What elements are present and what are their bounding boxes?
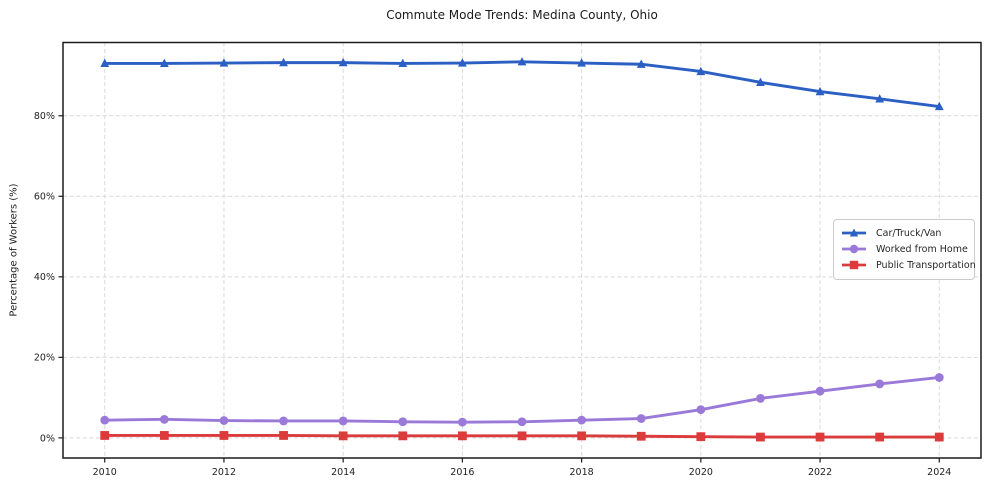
legend-label: Public Transportation (876, 259, 976, 271)
chart-title: Commute Mode Trends: Medina County, Ohio (386, 8, 658, 22)
circle-marker-icon (636, 414, 646, 423)
triangle-marker-icon (517, 57, 527, 66)
circle-marker-icon (338, 416, 348, 426)
circle-marker-icon (815, 386, 825, 396)
line-circle-marker-icon (842, 244, 866, 254)
y-tick-label: 0% (40, 433, 55, 444)
y-tick-label: 40% (34, 272, 55, 283)
square-marker-icon (159, 431, 169, 440)
triangle-marker-icon (756, 77, 765, 86)
triangle-marker-icon (398, 58, 408, 68)
x-tick-label: 2022 (808, 467, 832, 478)
triangle-marker-icon (457, 58, 467, 67)
x-tick-label: 2014 (331, 467, 355, 478)
series-line-circle (103, 376, 941, 424)
circle-marker-icon (457, 417, 467, 427)
axes-spines (62, 41, 982, 459)
circle-marker-icon (934, 373, 944, 382)
square-marker-icon (398, 431, 408, 441)
circle-marker-icon (517, 417, 527, 427)
square-marker-icon (279, 431, 288, 440)
square-marker-icon (517, 431, 527, 441)
triangle-marker-icon (159, 58, 169, 68)
square-marker-icon (875, 432, 885, 442)
x-tick-label: 2020 (689, 467, 713, 478)
circle-marker-icon (875, 379, 885, 389)
circle-marker-icon (696, 405, 706, 415)
square-marker-icon (577, 431, 587, 441)
line-square-marker-icon (842, 260, 866, 270)
triangle-marker-icon (636, 59, 646, 68)
x-tick-label: 2016 (450, 467, 474, 478)
series-line-triangle (103, 60, 941, 108)
square-marker-icon (756, 432, 765, 442)
square-marker-icon (934, 432, 944, 442)
triangle-marker-icon (815, 86, 825, 96)
square-marker-icon (815, 432, 825, 442)
legend: Car/Truck/Van Worked from Home Public Tr… (833, 219, 976, 280)
triangle-marker-icon (934, 101, 944, 111)
legend-item-public-transportation: Public Transportation (841, 257, 976, 273)
square-marker-icon (696, 432, 706, 442)
x-tick-label: 2018 (570, 467, 594, 478)
y-tick-label: 20% (34, 353, 55, 364)
triangle-marker-icon (219, 58, 229, 67)
legend-item-car-truck-van: Car/Truck/Van (841, 225, 966, 241)
square-marker-icon (636, 431, 646, 441)
triangle-marker-icon (577, 58, 587, 67)
circle-marker-icon (219, 416, 229, 425)
triangle-marker-icon (338, 57, 348, 67)
triangle-marker-icon (849, 228, 859, 237)
circle-marker-icon (577, 415, 587, 425)
legend-label: Worked from Home (876, 243, 968, 255)
square-marker-icon (849, 260, 859, 270)
legend-item-worked-from-home: Worked from Home (841, 241, 968, 257)
y-tick-label: 80% (34, 111, 55, 122)
square-marker-icon (219, 431, 229, 440)
circle-marker-icon (279, 416, 288, 426)
circle-marker-icon (159, 414, 169, 424)
circle-marker-icon (849, 244, 859, 254)
line-triangle-marker-icon (842, 228, 866, 237)
triangle-marker-icon (875, 94, 885, 103)
square-marker-icon (457, 431, 467, 441)
triangle-marker-icon (279, 57, 288, 67)
circle-marker-icon (756, 394, 765, 403)
triangle-marker-icon (100, 58, 110, 68)
legend-label: Car/Truck/Van (876, 227, 942, 239)
square-marker-icon (100, 431, 110, 440)
x-tick-label: 2012 (212, 467, 236, 478)
circle-marker-icon (398, 417, 408, 427)
circle-marker-icon (100, 415, 110, 425)
triangle-marker-icon (696, 66, 706, 76)
x-tick-label: 2010 (93, 467, 117, 478)
y-tick-label: 60% (34, 192, 55, 203)
x-tick-label: 2024 (927, 467, 951, 478)
square-marker-icon (338, 431, 348, 441)
